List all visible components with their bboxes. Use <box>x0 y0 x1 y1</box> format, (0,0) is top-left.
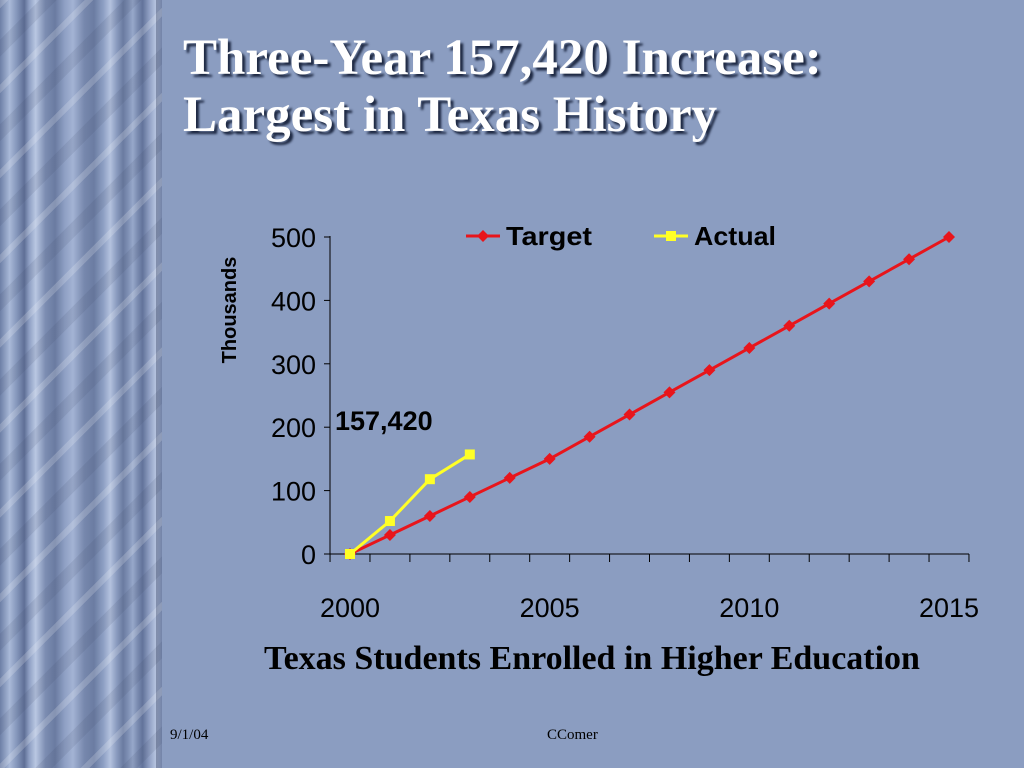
chart-annotation: 157,420 <box>335 406 433 436</box>
x-tick-label: 2010 <box>719 593 779 623</box>
y-tick-label: 400 <box>271 286 316 316</box>
actual-series-line <box>349 453 471 556</box>
target-point <box>463 490 476 503</box>
target-legend-marker <box>477 230 489 242</box>
target-point <box>903 253 916 266</box>
actual-point <box>424 474 435 485</box>
x-tick-label: 2000 <box>320 593 380 623</box>
target-point <box>503 471 516 484</box>
title-line-2: Largest in Texas History <box>183 87 718 143</box>
target-point <box>543 452 556 465</box>
y-tick-label: 500 <box>271 223 316 253</box>
target-point <box>623 408 636 421</box>
footer-author: CComer <box>547 727 598 743</box>
chart-axes: 0 100 200 300 400 500 2000 2005 2010 2015 <box>271 223 979 623</box>
actual-point <box>345 549 355 559</box>
chart-legend: Target Actual <box>466 221 776 251</box>
target-point <box>423 509 436 522</box>
decorative-side-bar <box>0 0 162 768</box>
target-point <box>583 430 596 443</box>
x-tick-label: 2005 <box>520 593 580 623</box>
y-axis-label: Thousands <box>219 257 241 364</box>
y-tick-label: 100 <box>271 477 316 507</box>
target-point <box>703 364 716 377</box>
target-point <box>743 341 756 354</box>
target-point <box>863 275 876 288</box>
chart-caption: Texas Students Enrolled in Higher Educat… <box>264 640 920 677</box>
y-tick-label: 0 <box>301 540 316 570</box>
target-point <box>823 297 836 310</box>
title-line-1: Three-Year 157,420 Increase: <box>183 30 822 86</box>
x-tick-label: 2015 <box>919 593 979 623</box>
page-title: Three-Year 157,420 Increase: Largest in … <box>183 30 1003 144</box>
actual-legend-marker <box>666 231 676 241</box>
footer-date: 9/1/04 <box>170 727 209 743</box>
target-point <box>383 528 396 541</box>
target-series-line <box>349 235 950 556</box>
target-point <box>783 319 796 332</box>
actual-point <box>384 516 395 527</box>
actual-legend-label: Actual <box>694 221 776 251</box>
y-tick-label: 300 <box>271 350 316 380</box>
target-legend-label: Target <box>506 221 592 251</box>
target-point <box>943 231 955 243</box>
actual-point <box>464 449 475 460</box>
y-tick-label: 200 <box>271 413 316 443</box>
target-point <box>663 386 676 399</box>
chart-series <box>344 231 955 560</box>
